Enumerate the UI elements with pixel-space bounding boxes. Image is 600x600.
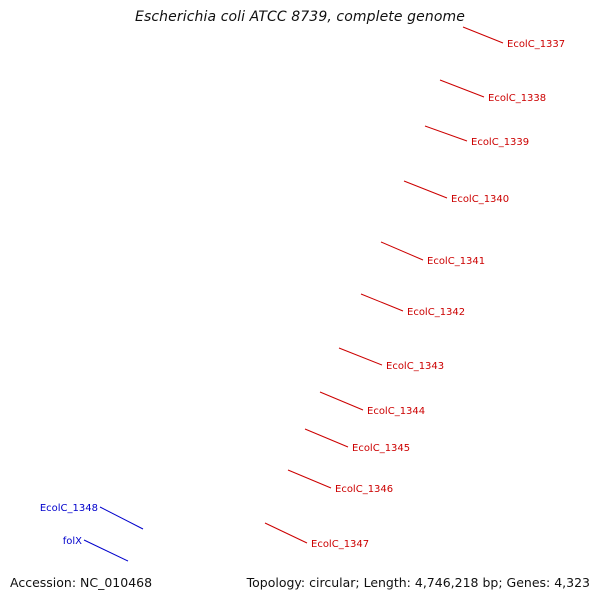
gene-label: EcolC_1343 [386, 361, 444, 372]
leader-line [403, 180, 448, 199]
leader-line [99, 506, 144, 530]
gene-label: EcolC_1346 [335, 484, 393, 495]
gene-label: EcolC_1344 [367, 406, 425, 417]
accession-text: Accession: NC_010468 [9, 575, 154, 590]
leader-line [83, 539, 129, 562]
gene-label: EcolC_1341 [427, 256, 485, 267]
leader-line [319, 391, 364, 411]
leader-line [439, 79, 485, 98]
gene-label: folX [63, 536, 82, 547]
leader-line [360, 293, 404, 312]
gene-label: EcolC_1339 [471, 137, 529, 148]
gene-label: EcolC_1342 [407, 307, 465, 318]
gene-label: EcolC_1348 [40, 503, 98, 514]
gene-label: EcolC_1347 [311, 539, 369, 550]
topology-summary: Topology: circular; Length: 4,746,218 bp… [245, 575, 591, 590]
gene-label: EcolC_1345 [352, 443, 410, 454]
leader-line [304, 428, 349, 448]
label-layer: EcolC_1337 EcolC_1338 EcolC_1339 EcolC_1340… [40, 26, 565, 562]
gene-label: EcolC_1337 [507, 39, 565, 50]
gene-label: EcolC_1340 [451, 194, 509, 205]
gene-label: EcolC_1338 [488, 93, 546, 104]
leader-line [264, 522, 308, 544]
leader-line [424, 125, 468, 142]
leader-line [462, 26, 504, 44]
leader-line [287, 469, 332, 489]
leader-line [380, 241, 424, 261]
leader-line [338, 347, 383, 366]
map-title: Escherichia coli ATCC 8739, complete gen… [135, 9, 465, 25]
